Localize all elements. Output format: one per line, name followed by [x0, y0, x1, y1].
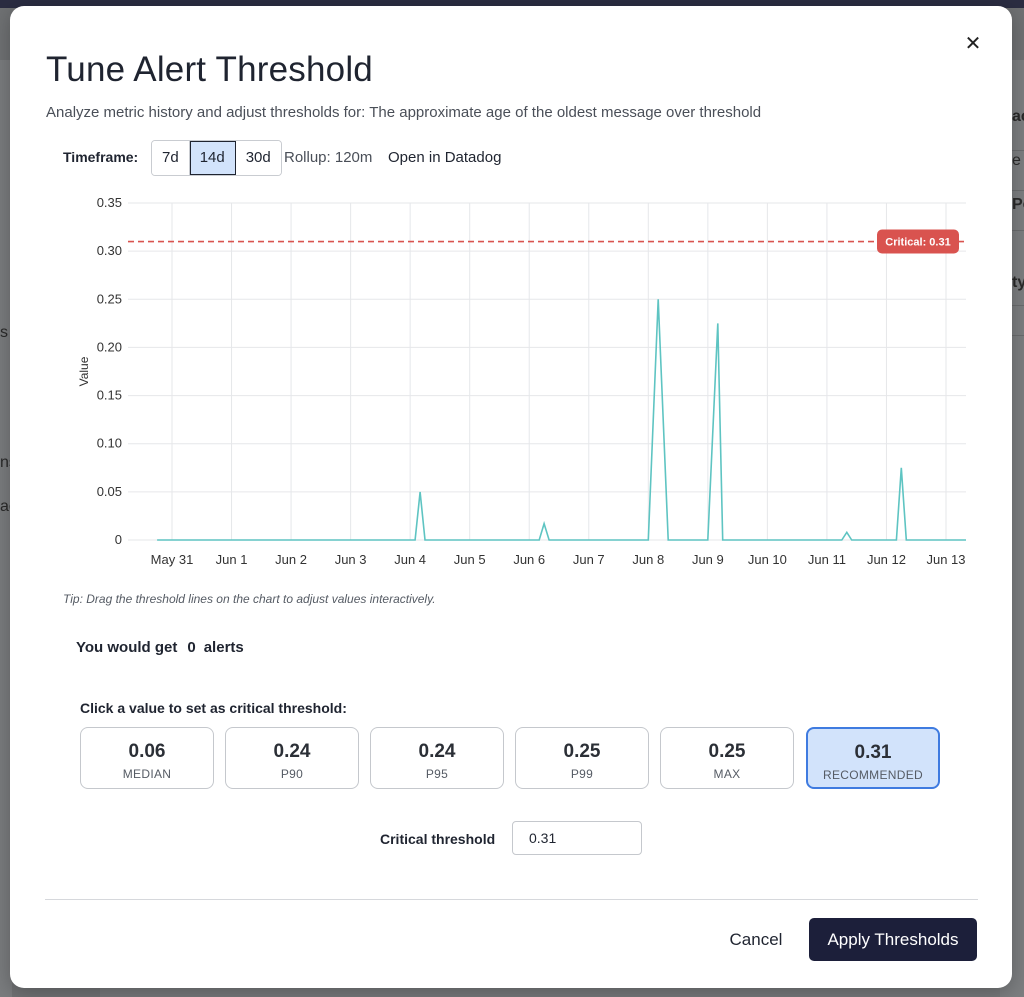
threshold-option-value: 0.24 — [273, 741, 311, 762]
timeframe-label: Timeframe: — [63, 149, 139, 165]
x-tick-label: Jun 8 — [632, 552, 664, 567]
x-tick-label: Jun 13 — [926, 552, 965, 567]
threshold-option-median[interactable]: 0.06 MEDIAN — [80, 727, 214, 789]
open-in-datadog-link[interactable]: Open in Datadog — [388, 149, 502, 166]
series-line — [157, 299, 966, 541]
alert-count-summary: You would get 0 alerts — [76, 639, 244, 656]
alert-count-value: 0 — [187, 639, 196, 656]
tune-alert-modal: ✕ Tune Alert Threshold Analyze metric hi… — [10, 6, 1012, 988]
background-text: ac — [1012, 108, 1024, 125]
background-text: ty — [1012, 274, 1024, 291]
metric-history-chart[interactable]: 0 0.05 0.10 0.15 0.20 0.25 0.30 0.35 May 31 Jun 1… — [50, 186, 970, 581]
threshold-option-value: 0.24 — [418, 741, 456, 762]
critical-threshold-input[interactable] — [512, 821, 642, 855]
alert-count-suffix: alerts — [203, 639, 244, 656]
x-tick-label: Jun 3 — [335, 552, 367, 567]
critical-threshold-label: Critical threshold — [380, 831, 496, 847]
threshold-option-label: RECOMMENDED — [823, 768, 923, 782]
background-text: Pe — [1012, 196, 1024, 213]
threshold-option-label: P95 — [425, 767, 449, 781]
y-tick-label: 0.10 — [97, 436, 122, 451]
apply-thresholds-button[interactable]: Apply Thresholds — [809, 918, 977, 961]
threshold-option-label: MEDIAN — [122, 767, 172, 781]
x-tick-label: Jun 9 — [692, 552, 724, 567]
threshold-option-value: 0.31 — [854, 742, 892, 763]
y-tick-label: 0.25 — [97, 291, 122, 306]
y-tick-label: 0.15 — [97, 388, 122, 403]
threshold-option-value: 0.06 — [128, 741, 166, 762]
threshold-option-p90[interactable]: 0.24 P90 — [225, 727, 359, 789]
threshold-options-label: Click a value to set as critical thresho… — [80, 700, 347, 716]
x-tick-label: Jun 7 — [573, 552, 605, 567]
timeframe-30d-button[interactable]: 30d — [235, 141, 281, 175]
background-text: e — [1012, 152, 1021, 169]
modal-subtitle: Analyze metric history and adjust thresh… — [46, 104, 762, 121]
x-tick-label: May 31 — [151, 552, 194, 567]
background-bottom-strip — [100, 985, 1000, 997]
x-tick-label: Jun 2 — [275, 552, 307, 567]
rollup-text: Rollup: 120m — [284, 149, 373, 166]
critical-threshold-badge-label: Critical: 0.31 — [885, 237, 950, 249]
threshold-option-p95[interactable]: 0.24 P95 — [370, 727, 504, 789]
timeframe-7d-button[interactable]: 7d — [152, 141, 190, 175]
timeframe-14d-button[interactable]: 14d — [189, 141, 236, 175]
y-tick-label: 0.05 — [97, 484, 122, 499]
modal-title: Tune Alert Threshold — [46, 50, 373, 89]
alert-count-prefix: You would get — [76, 639, 178, 656]
threshold-option-label: P90 — [280, 767, 304, 781]
y-tick-label: 0 — [115, 532, 122, 547]
y-tick-label: 0.20 — [97, 339, 122, 354]
critical-threshold-badge — [877, 229, 959, 254]
threshold-option-label: P99 — [570, 767, 594, 781]
x-tick-label: Jun 6 — [513, 552, 545, 567]
app-top-bar — [0, 0, 1024, 8]
timeframe-toggle-group: 7d 14d 30d — [151, 140, 282, 176]
threshold-option-value: 0.25 — [563, 741, 601, 762]
y-tick-label: 0.35 — [97, 195, 122, 210]
y-axis-label: Value — [77, 356, 91, 386]
background-text: s — [0, 324, 8, 341]
footer-divider — [45, 899, 978, 900]
x-tick-label: Jun 4 — [394, 552, 426, 567]
y-tick-label: 0.30 — [97, 243, 122, 258]
x-tick-label: Jun 10 — [748, 552, 787, 567]
threshold-option-value: 0.25 — [708, 741, 746, 762]
threshold-option-recommended[interactable]: 0.31 RECOMMENDED — [806, 727, 940, 789]
x-tick-label: Jun 12 — [867, 552, 906, 567]
x-tick-label: Jun 11 — [808, 552, 846, 567]
cancel-button[interactable]: Cancel — [729, 930, 783, 949]
threshold-option-max[interactable]: 0.25 MAX — [660, 727, 794, 789]
chart-tip: Tip: Drag the threshold lines on the cha… — [63, 592, 436, 606]
close-icon[interactable]: ✕ — [964, 33, 982, 55]
x-tick-label: Jun 1 — [216, 552, 248, 567]
x-tick-label: Jun 5 — [454, 552, 486, 567]
threshold-option-label: MAX — [713, 767, 741, 781]
threshold-option-p99[interactable]: 0.25 P99 — [515, 727, 649, 789]
